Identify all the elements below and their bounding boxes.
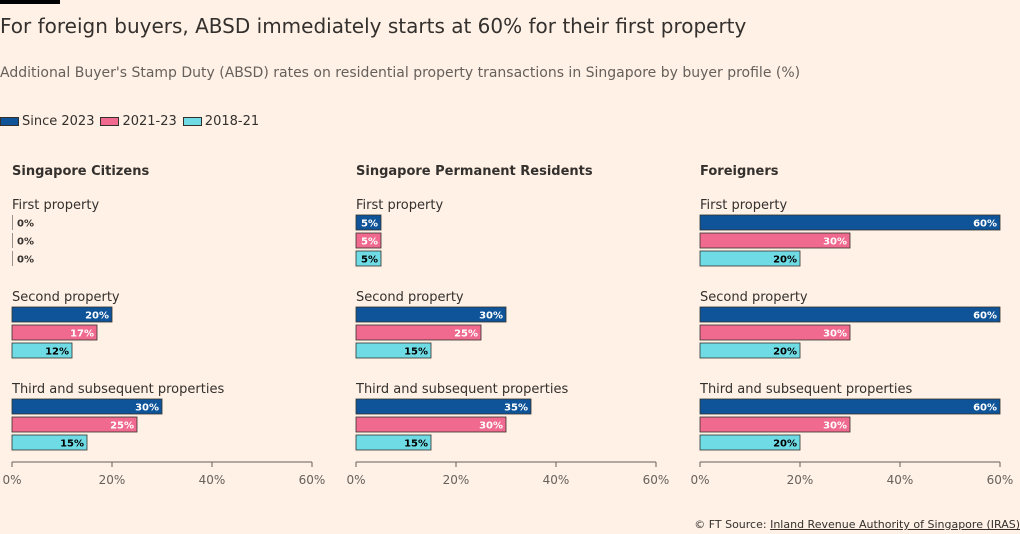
- legend: Since 2023 2021-23 2018-21: [0, 114, 265, 129]
- legend-label-2018-21: 2018-21: [204, 114, 260, 129]
- bar-2021-23: [355, 232, 382, 249]
- x-tick-label: 0%: [346, 473, 365, 487]
- bar-since-2023: [355, 306, 507, 323]
- legend-swatch-2021-23: [100, 117, 120, 126]
- x-tick-label: 40%: [199, 473, 226, 487]
- group-label: Second property: [12, 290, 120, 305]
- data-label: 5%: [361, 219, 378, 230]
- bar-2021-23: [699, 324, 851, 341]
- data-label: 20%: [773, 347, 797, 358]
- legend-label-2021-23: 2021-23: [122, 114, 177, 129]
- bar-2018-21: [699, 342, 801, 359]
- data-label: 30%: [479, 311, 503, 322]
- bar-since-2023: [699, 306, 1001, 323]
- data-label: 20%: [773, 255, 797, 266]
- bar-2018-21: [11, 342, 73, 359]
- bar-since-2023: [699, 214, 1001, 231]
- data-label: 20%: [85, 311, 109, 322]
- bar-2018-21: [699, 250, 801, 267]
- data-label: 12%: [45, 347, 69, 358]
- data-label: 30%: [823, 421, 847, 432]
- legend-item-2018-21: 2018-21: [182, 114, 260, 129]
- data-label: 30%: [135, 403, 159, 414]
- bar-2018-21: [699, 434, 801, 451]
- bar-2018-21: [355, 434, 432, 451]
- data-label: 15%: [60, 439, 84, 450]
- group-label: Second property: [700, 290, 808, 305]
- chart-title: For foreign buyers, ABSD immediately sta…: [0, 14, 747, 38]
- x-tick-label: 60%: [299, 473, 326, 487]
- group-label: Second property: [356, 290, 464, 305]
- data-label: 30%: [823, 237, 847, 248]
- bar-2021-23: [699, 232, 851, 249]
- x-tick-label: 20%: [99, 473, 126, 487]
- x-tick-label: 20%: [787, 473, 814, 487]
- x-tick-label: 0%: [2, 473, 21, 487]
- data-label: 15%: [404, 439, 428, 450]
- bar-since-2023: [11, 398, 163, 415]
- bar-2021-23: [11, 324, 98, 341]
- bar-since-2023: [355, 214, 382, 231]
- bar-2018-21: [11, 434, 88, 451]
- panel-title: Singapore Citizens: [12, 164, 149, 179]
- data-label: 17%: [70, 329, 94, 340]
- bar-2021-23: [355, 416, 507, 433]
- x-tick-label: 40%: [887, 473, 914, 487]
- group-label: First property: [12, 198, 99, 213]
- chart-subtitle: Additional Buyer's Stamp Duty (ABSD) rat…: [0, 65, 801, 81]
- bar-2021-23: [355, 324, 482, 341]
- source-link[interactable]: Inland Revenue Authority of Singapore (I…: [770, 518, 1020, 531]
- bar-since-2023: [11, 306, 113, 323]
- group-label: Third and subsequent properties: [11, 382, 224, 397]
- data-label: 5%: [361, 255, 378, 266]
- brand-top-bar: [0, 0, 60, 4]
- data-label: 20%: [773, 439, 797, 450]
- data-label: 25%: [454, 329, 478, 340]
- legend-item-2021-23: 2021-23: [100, 114, 177, 129]
- data-label: 60%: [973, 311, 997, 322]
- legend-swatch-since-2023: [0, 117, 19, 126]
- data-label: 0%: [17, 237, 34, 248]
- x-tick-label: 60%: [643, 473, 670, 487]
- group-label: First property: [356, 198, 443, 213]
- bar-since-2023: [699, 398, 1001, 415]
- panel-title: Foreigners: [700, 164, 779, 179]
- data-label: 0%: [17, 219, 34, 230]
- data-label: 60%: [973, 219, 997, 230]
- panel-title: Singapore Permanent Residents: [356, 164, 593, 179]
- data-label: 30%: [823, 329, 847, 340]
- x-tick-label: 60%: [987, 473, 1014, 487]
- legend-item-since-2023: Since 2023: [0, 114, 94, 129]
- group-label: First property: [700, 198, 787, 213]
- bar-2018-21: [355, 250, 382, 267]
- bar-2021-23: [11, 416, 138, 433]
- legend-label-since-2023: Since 2023: [22, 114, 95, 129]
- bar-2021-23: [699, 416, 851, 433]
- group-label: Third and subsequent properties: [355, 382, 568, 397]
- source-prefix: © FT Source:: [694, 518, 771, 531]
- data-label: 15%: [404, 347, 428, 358]
- bar-2018-21: [355, 342, 432, 359]
- group-label: Third and subsequent properties: [699, 382, 912, 397]
- x-tick-label: 20%: [443, 473, 470, 487]
- data-label: 60%: [973, 403, 997, 414]
- x-tick-label: 40%: [543, 473, 570, 487]
- data-label: 30%: [479, 421, 503, 432]
- data-label: 35%: [504, 403, 528, 414]
- bar-since-2023: [355, 398, 532, 415]
- legend-swatch-2018-21: [182, 117, 202, 126]
- data-label: 0%: [17, 255, 34, 266]
- data-label: 5%: [361, 237, 378, 248]
- x-tick-label: 0%: [690, 473, 709, 487]
- data-label: 25%: [110, 421, 134, 432]
- source-note: © FT Source: Inland Revenue Authority of…: [694, 518, 1020, 531]
